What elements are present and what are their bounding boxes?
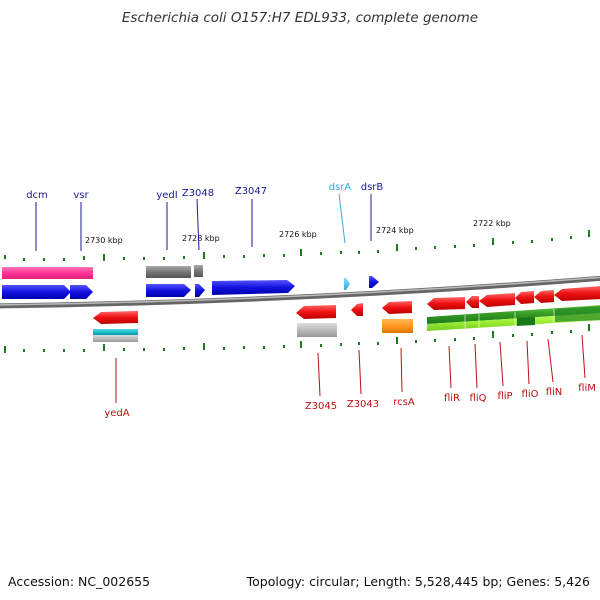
gene-fliQ[interactable] [466, 296, 479, 308]
label-fliO[interactable]: fliO [522, 389, 539, 400]
label-vsr[interactable]: vsr [73, 190, 89, 201]
tick-label-2728: 2728 kbp [182, 234, 220, 243]
gene-z3047[interactable] [212, 280, 295, 295]
reverse-genes [93, 286, 600, 342]
gene-rcsA[interactable] [382, 301, 412, 314]
gene-dsrB[interactable] [369, 276, 379, 288]
gray-feature-bar-yedI[interactable] [146, 266, 191, 278]
label-fliQ[interactable]: fliQ [470, 393, 487, 404]
tick-label-2730: 2730 kbp [85, 236, 123, 245]
gene-vsr[interactable] [70, 285, 93, 299]
gene-fliR[interactable] [427, 297, 465, 310]
green-feature-bar-dark [517, 317, 535, 326]
label-yedI[interactable]: yedI [156, 190, 177, 201]
top-leader-lines [35, 193, 372, 251]
label-yedA[interactable]: yedA [104, 408, 129, 419]
cyan-feature-bar[interactable] [93, 329, 138, 335]
gene-yedI[interactable] [146, 284, 191, 297]
tick-label-2726: 2726 kbp [279, 230, 317, 239]
gene-z3043[interactable] [351, 303, 363, 316]
gene-fliP[interactable] [479, 293, 515, 307]
upper-track [2, 265, 203, 279]
accession-text: Accession: NC_002655 [8, 574, 151, 589]
gene-yedA[interactable] [93, 311, 138, 324]
label-z3045[interactable]: Z3045 [305, 401, 337, 412]
gene-fliM[interactable] [554, 286, 600, 301]
gene-z3045[interactable] [296, 305, 336, 319]
label-dsrA[interactable]: dsrA [329, 182, 352, 193]
green-feature-bar-dark-2 [555, 306, 600, 322]
map-title: Escherichia coli O157:H7 EDL933, complet… [121, 10, 479, 26]
label-fliM[interactable]: fliM [578, 383, 596, 394]
tick-label-2724: 2724 kbp [376, 226, 414, 235]
gray-feature-bar-yedA[interactable] [93, 335, 138, 342]
label-z3043[interactable]: Z3043 [347, 399, 379, 410]
label-dsrB[interactable]: dsrB [361, 182, 384, 193]
tick-marks [4, 230, 590, 353]
bottom-gene-labels: yedA Z3045 Z3043 rcsA fliR fliQ fliP fli… [104, 383, 595, 419]
label-fliP[interactable]: fliP [497, 391, 512, 402]
forward-genes [2, 276, 379, 299]
backbone [0, 275, 600, 309]
gray-feature-bar-z3045[interactable] [297, 323, 337, 337]
bottom-leader-lines [115, 334, 586, 403]
gray-feature-bar-z3048[interactable] [194, 265, 203, 277]
gene-fliO[interactable] [515, 291, 534, 304]
gene-dsrA[interactable] [344, 278, 350, 290]
label-z3048[interactable]: Z3048 [182, 188, 214, 199]
tick-label-2722: 2722 kbp [473, 219, 511, 228]
gene-z3048[interactable] [195, 284, 205, 297]
label-fliR[interactable]: fliR [444, 393, 460, 404]
pink-feature-bar[interactable] [2, 267, 93, 279]
tick-labels: 2730 kbp 2728 kbp 2726 kbp 2724 kbp 2722… [85, 219, 511, 245]
orange-feature-bar[interactable] [382, 319, 413, 333]
gene-dcm[interactable] [2, 285, 71, 299]
label-fliN[interactable]: fliN [546, 387, 563, 398]
label-dcm[interactable]: dcm [26, 190, 48, 201]
green-feature-track [427, 305, 600, 331]
top-gene-labels: dcm vsr yedI Z3048 Z3047 dsrA dsrB [26, 182, 383, 201]
label-z3047[interactable]: Z3047 [235, 186, 267, 197]
gene-fliN[interactable] [534, 290, 554, 303]
label-rcsA[interactable]: rcsA [393, 397, 415, 408]
topology-text: Topology: circular; Length: 5,528,445 bp… [246, 574, 590, 589]
